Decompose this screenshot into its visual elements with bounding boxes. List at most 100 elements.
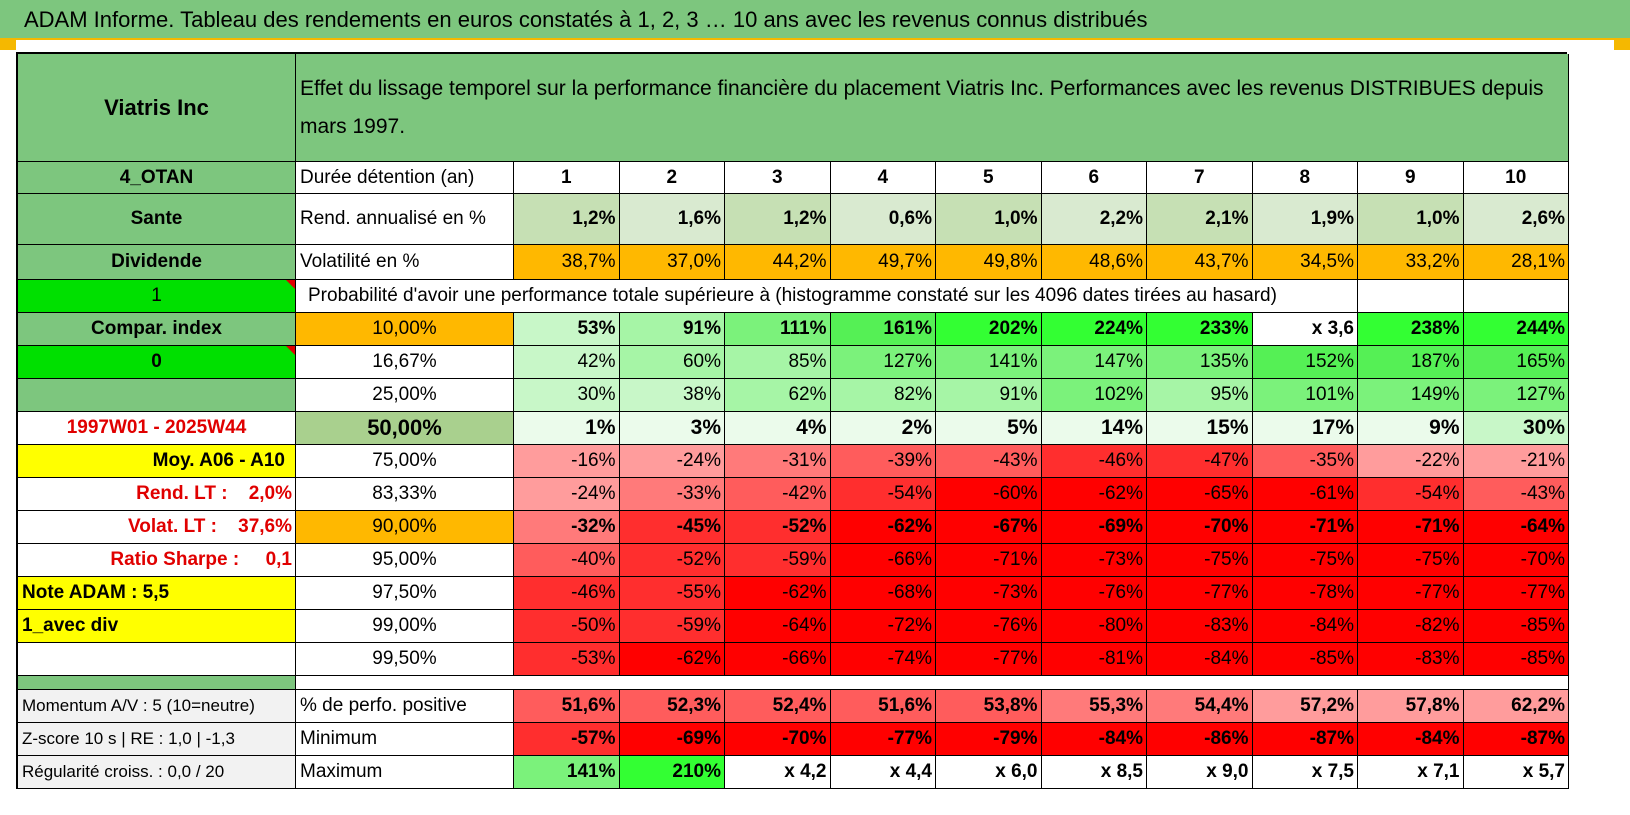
percentile-cell: -85% xyxy=(1463,643,1569,676)
note-adam: Note ADAM : 5,5 xyxy=(18,577,296,610)
year-header: 10 xyxy=(1463,162,1569,194)
percentile-cell: -76% xyxy=(936,610,1042,643)
percentile-cell: -59% xyxy=(725,544,831,577)
percentile-cell: -62% xyxy=(619,643,725,676)
proba-empty-9 xyxy=(1358,280,1464,313)
percentile-cell: -75% xyxy=(1252,544,1358,577)
volat-value: 33,2% xyxy=(1358,245,1464,280)
period-range: 1997W01 - 2025W44 xyxy=(18,412,296,445)
percentile-cell: 2% xyxy=(830,412,936,445)
volat-value: 49,7% xyxy=(830,245,936,280)
percentile-cell: -80% xyxy=(1041,610,1147,643)
percentile-cell: -64% xyxy=(1463,511,1569,544)
volat-value: 28,1% xyxy=(1463,245,1569,280)
percentile-label: 97,50% xyxy=(296,577,514,610)
pct-positive-value: 52,4% xyxy=(725,690,831,723)
percentile-cell: -42% xyxy=(725,478,831,511)
percentile-cell: -21% xyxy=(1463,445,1569,478)
rend-value: 1,2% xyxy=(725,194,831,245)
percentile-cell: -70% xyxy=(1147,511,1253,544)
rend-value: 2,6% xyxy=(1463,194,1569,245)
percentile-cell: -52% xyxy=(619,544,725,577)
percentile-cell: -64% xyxy=(725,610,831,643)
rend-value: 1,2% xyxy=(514,194,620,245)
rend-value: 2,2% xyxy=(1041,194,1147,245)
proba-empty-10 xyxy=(1463,280,1569,313)
percentile-label: 83,33% xyxy=(296,478,514,511)
minimum-value: -79% xyxy=(936,723,1042,756)
percentile-cell: 202% xyxy=(936,313,1042,346)
percentile-cell: 30% xyxy=(514,379,620,412)
percentile-cell: -85% xyxy=(1463,610,1569,643)
zscore-label: Z-score 10 s | RE : 1,0 | -1,3 xyxy=(18,723,296,756)
percentile-cell: -78% xyxy=(1252,577,1358,610)
minimum-label: Minimum xyxy=(296,723,514,756)
percentile-cell: -22% xyxy=(1358,445,1464,478)
percentile-cell: -31% xyxy=(725,445,831,478)
volat-value: 34,5% xyxy=(1252,245,1358,280)
minimum-value: -87% xyxy=(1463,723,1569,756)
percentile-cell: 91% xyxy=(936,379,1042,412)
percentile-cell: -43% xyxy=(936,445,1042,478)
volat-label: Volatilité en % xyxy=(296,245,514,280)
percentile-cell: -45% xyxy=(619,511,725,544)
pct-positive-value: 54,4% xyxy=(1147,690,1253,723)
left-empty-row xyxy=(18,379,296,412)
pct-positive-value: 55,3% xyxy=(1041,690,1147,723)
performance-table: Viatris Inc Effet du lissage temporel su… xyxy=(16,52,1569,789)
percentile-cell: 82% xyxy=(830,379,936,412)
maximum-value: x 8,5 xyxy=(1041,756,1147,789)
percentile-cell: -71% xyxy=(1358,511,1464,544)
percentile-cell: 4% xyxy=(725,412,831,445)
pct-positive-value: 51,6% xyxy=(514,690,620,723)
rend-value: 1,0% xyxy=(936,194,1042,245)
percentile-cell: 5% xyxy=(936,412,1042,445)
percentile-cell: 53% xyxy=(514,313,620,346)
ratio-sharpe: Ratio Sharpe : 0,1 xyxy=(18,544,296,577)
percentile-cell: -59% xyxy=(619,610,725,643)
percentile-cell: -43% xyxy=(1463,478,1569,511)
percentile-cell: -62% xyxy=(725,577,831,610)
percentile-cell: 38% xyxy=(619,379,725,412)
percentile-cell: -76% xyxy=(1041,577,1147,610)
volat-value: 37,0% xyxy=(619,245,725,280)
percentile-label: 50,00% xyxy=(296,412,514,445)
percentile-cell: -75% xyxy=(1358,544,1464,577)
percentile-cell: -72% xyxy=(830,610,936,643)
moy-label: Moy. A06 - A10 xyxy=(18,445,296,478)
avec-div: 1_avec div xyxy=(18,610,296,643)
percentile-cell: -73% xyxy=(1041,544,1147,577)
percentile-cell: -69% xyxy=(1041,511,1147,544)
compar-index-label: Compar. index xyxy=(18,313,296,346)
percentile-cell: 161% xyxy=(830,313,936,346)
percentile-cell: 3% xyxy=(619,412,725,445)
percentile-cell: 42% xyxy=(514,346,620,379)
percentile-cell: 62% xyxy=(725,379,831,412)
year-header: 4 xyxy=(830,162,936,194)
pct-positive-value: 57,2% xyxy=(1252,690,1358,723)
percentile-cell: -70% xyxy=(1463,544,1569,577)
year-header: 6 xyxy=(1041,162,1147,194)
percentile-cell: -24% xyxy=(619,445,725,478)
percentile-cell: -83% xyxy=(1358,643,1464,676)
percentile-cell: 152% xyxy=(1252,346,1358,379)
percentile-cell: 9% xyxy=(1358,412,1464,445)
percentile-cell: -35% xyxy=(1252,445,1358,478)
rend-value: 1,0% xyxy=(1358,194,1464,245)
percentile-cell: 95% xyxy=(1147,379,1253,412)
minimum-value: -69% xyxy=(619,723,725,756)
percentile-label: 25,00% xyxy=(296,379,514,412)
percentile-cell: 17% xyxy=(1252,412,1358,445)
percentile-cell: -85% xyxy=(1252,643,1358,676)
pct-positive-value: 62,2% xyxy=(1463,690,1569,723)
rend-value: 2,1% xyxy=(1147,194,1253,245)
percentile-cell: -66% xyxy=(725,643,831,676)
percentile-cell: 238% xyxy=(1358,313,1464,346)
info-sector: Sante xyxy=(18,194,296,245)
corner-marker-left xyxy=(0,40,16,50)
minimum-value: -84% xyxy=(1041,723,1147,756)
percentile-cell: -47% xyxy=(1147,445,1253,478)
percentile-cell: 60% xyxy=(619,346,725,379)
percentile-cell: 187% xyxy=(1358,346,1464,379)
percentile-cell: 224% xyxy=(1041,313,1147,346)
